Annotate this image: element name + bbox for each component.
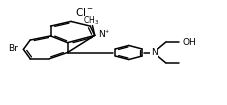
Text: Cl$^-$: Cl$^-$	[75, 6, 94, 18]
Text: N: N	[150, 48, 157, 57]
Text: CH$_3$: CH$_3$	[83, 15, 99, 27]
Text: Br: Br	[8, 44, 18, 53]
Text: OH: OH	[181, 38, 195, 47]
Text: $^+$: $^+$	[103, 30, 110, 35]
Text: N: N	[98, 30, 105, 39]
